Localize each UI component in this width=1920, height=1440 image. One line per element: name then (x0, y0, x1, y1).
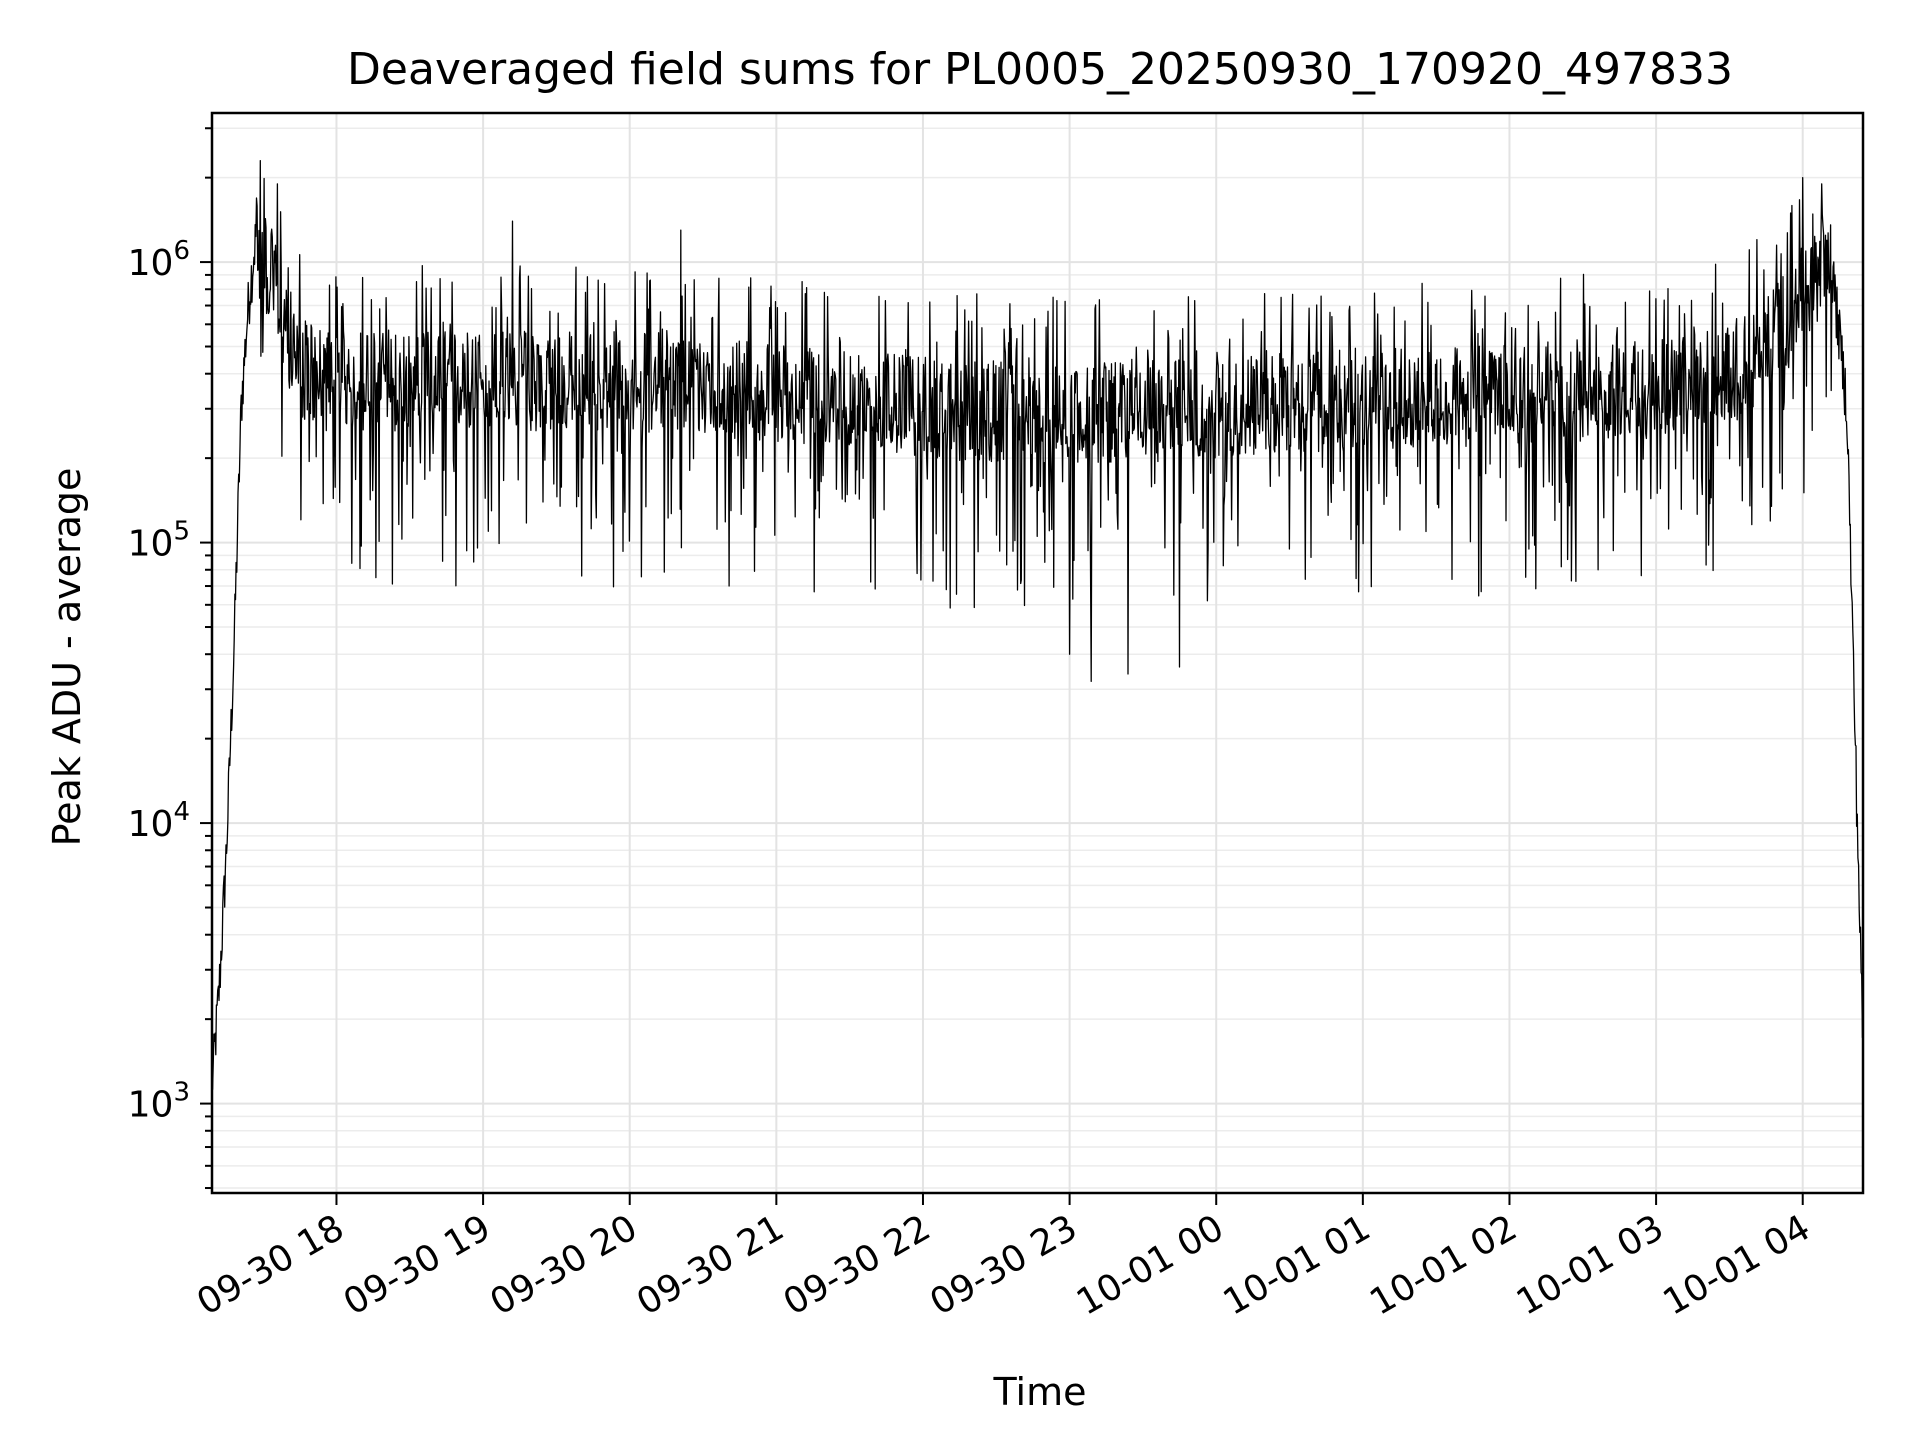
x-tick-label: 09-30 21 (630, 1207, 791, 1323)
x-tick-label: 09-30 22 (777, 1207, 938, 1323)
y-tick-label: 104 (128, 797, 190, 845)
plot-frame (210, 111, 1865, 1195)
x-axis-label: Time (993, 1370, 1087, 1414)
x-tick-label: 10-01 04 (1657, 1207, 1818, 1323)
y-axis-label: Peak ADU - average (45, 468, 89, 847)
grid-layer (212, 113, 1863, 1193)
series-line-field-sum (211, 159, 1864, 1090)
y-tick-label: 103 (128, 1078, 190, 1126)
x-tick-label: 09-30 23 (923, 1207, 1084, 1323)
x-tick-label: 10-01 00 (1070, 1207, 1231, 1323)
y-tick-label: 105 (128, 517, 190, 565)
x-tick-label: 09-30 18 (190, 1207, 351, 1323)
chart-title: Deaveraged field sums for PL0005_2025093… (347, 44, 1733, 95)
x-tick-label: 09-30 19 (337, 1207, 498, 1323)
x-tick-label: 10-01 01 (1217, 1207, 1378, 1323)
x-tick-label: 10-01 02 (1363, 1207, 1524, 1323)
x-tick-label: 10-01 03 (1510, 1207, 1671, 1323)
x-tick-label: 09-30 20 (484, 1207, 645, 1323)
y-tick-label: 106 (128, 236, 190, 284)
